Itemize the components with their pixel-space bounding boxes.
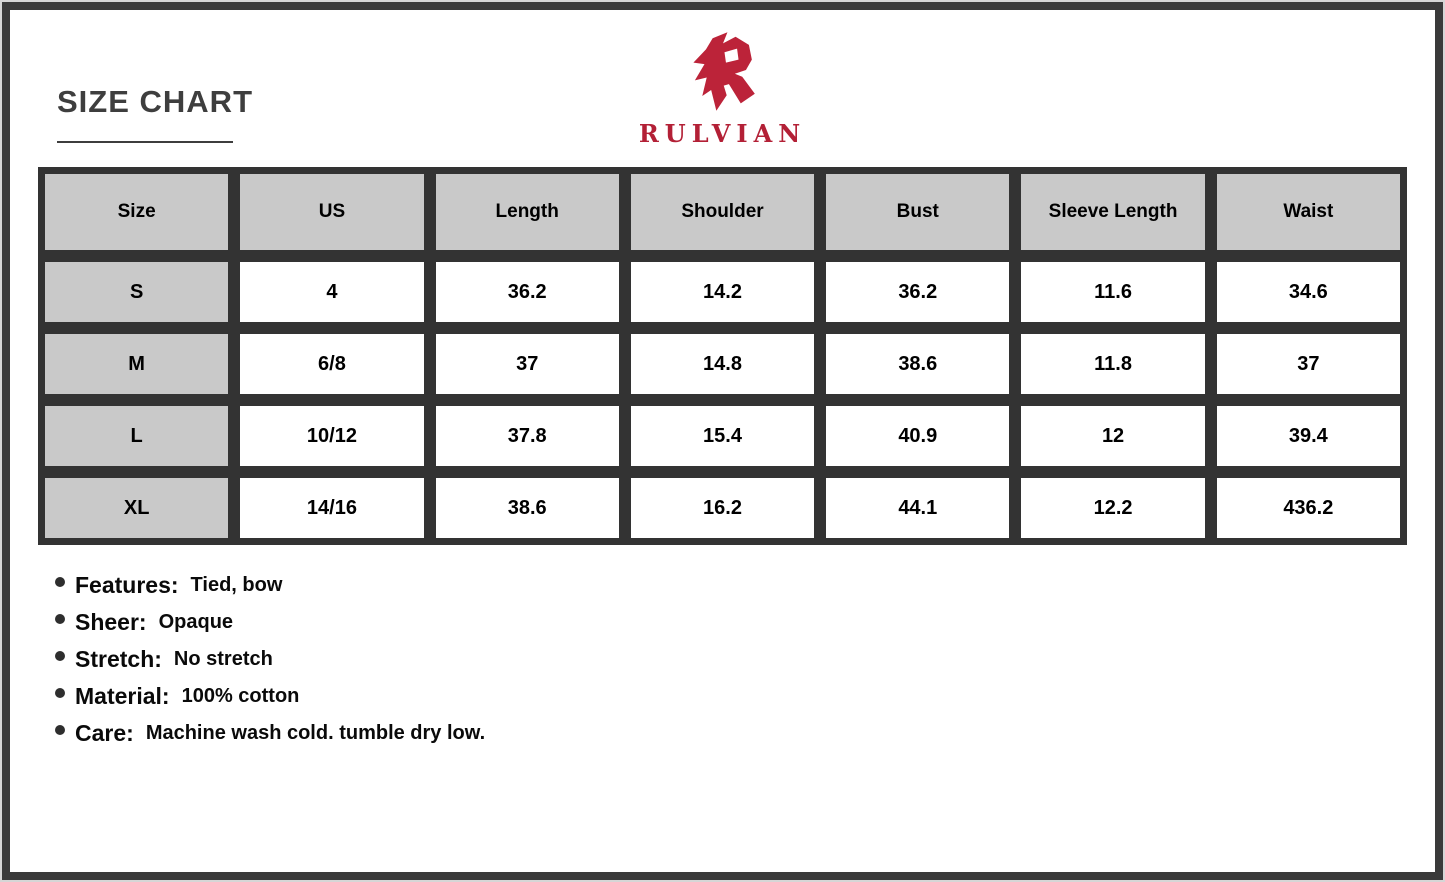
measurement-cell: 40.9 (826, 406, 1010, 466)
measurement-cell: 11.6 (1021, 262, 1205, 322)
measurement-cell: 44.1 (826, 478, 1010, 538)
detail-label: Care: (75, 720, 134, 746)
header-cell-shoulder: Shoulder (630, 174, 815, 250)
product-details-list: Features: Tied, bow Sheer: Opaque Stretch: No… (55, 572, 486, 759)
measurement-cell: 37 (1216, 334, 1400, 394)
measurement-cell: 37.8 (435, 406, 619, 466)
header-cell-bust: Bust (826, 174, 1010, 250)
header-cell-sleeve-length: Sleeve Length (1021, 174, 1205, 250)
header-cell-size: Size (45, 174, 229, 250)
header-cell-waist: Waist (1216, 174, 1400, 250)
measurement-cell: 10/12 (240, 406, 424, 466)
title-block: SIZE CHART (57, 84, 253, 143)
measurement-cell: 39.4 (1216, 406, 1400, 466)
bullet-icon (55, 725, 65, 735)
detail-label: Features: (75, 572, 179, 598)
measurement-cell: 4 (240, 262, 424, 322)
detail-value: No stretch (173, 648, 273, 670)
measurement-cell: 14.8 (630, 334, 815, 394)
measurement-cell: 36.2 (435, 262, 619, 322)
page-title: SIZE CHART (57, 84, 253, 119)
detail-item-stretch: Stretch: No stretch (55, 646, 485, 672)
measurement-cell: 14.2 (630, 262, 815, 322)
header-cell-us: US (240, 174, 424, 250)
size-label-cell: XL (45, 478, 229, 538)
size-label-cell: L (45, 406, 229, 466)
bullet-icon (55, 614, 65, 624)
measurement-cell: 12.2 (1021, 478, 1205, 538)
detail-item-features: Features: Tied, bow (55, 572, 485, 598)
measurement-cell: 15.4 (630, 406, 815, 466)
detail-label: Stretch: (75, 646, 162, 672)
measurement-cell: 436.2 (1216, 478, 1400, 538)
detail-value: Machine wash cold. tumble dry low. (145, 722, 486, 744)
bullet-icon (55, 577, 65, 587)
size-chart-table: Size US Length Shoulder Bust Sleeve Length Wai… (38, 167, 1407, 545)
header-cell-length: Length (435, 174, 619, 250)
detail-value: Opaque (158, 611, 234, 633)
detail-item-material: Material: 100% cotton (55, 683, 485, 709)
detail-value: 100% cotton (181, 685, 300, 707)
detail-item-sheer: Sheer: Opaque (55, 609, 485, 635)
size-label-cell: M (45, 334, 229, 394)
detail-label: Sheer: (75, 609, 147, 635)
size-label-cell: S (45, 262, 229, 322)
brand-logo: RULVIAN (0, 32, 1445, 148)
measurement-cell: 36.2 (826, 262, 1010, 322)
measurement-cell: 38.6 (826, 334, 1010, 394)
detail-label: Material: (75, 683, 170, 709)
measurement-cell: 11.8 (1021, 334, 1205, 394)
detail-value: Tied, bow (190, 574, 283, 596)
detail-item-care: Care: Machine wash cold. tumble dry low. (55, 720, 486, 746)
measurement-cell: 38.6 (435, 478, 619, 538)
bullet-icon (55, 651, 65, 661)
measurement-cell: 37 (435, 334, 619, 394)
measurement-cell: 6/8 (240, 334, 424, 394)
bullet-icon (55, 688, 65, 698)
title-underline (57, 141, 233, 143)
rulvian-r-emblem-icon (692, 32, 755, 111)
measurement-cell: 34.6 (1216, 262, 1400, 322)
brand-wordmark: RULVIAN (638, 119, 807, 148)
measurement-cell: 12 (1021, 406, 1205, 466)
measurement-cell: 16.2 (630, 478, 815, 538)
measurement-cell: 14/16 (240, 478, 424, 538)
